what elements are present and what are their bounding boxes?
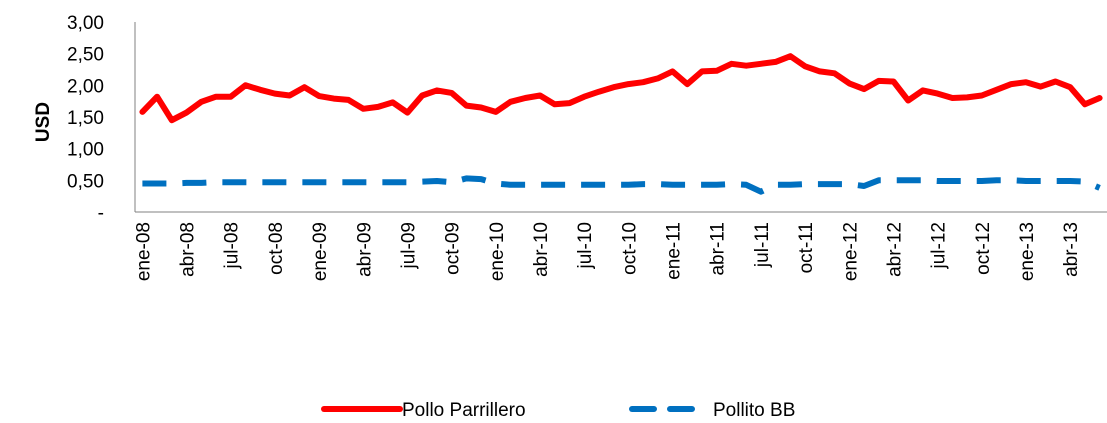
x-tick-label: ene-08 (133, 222, 154, 281)
y-tick-label: 1,00 (67, 140, 104, 161)
legend-label-pollito-bb: Pollito BB (713, 400, 795, 421)
series-line-pollito-bb (142, 175, 1101, 195)
x-tick-label: ene-12 (840, 222, 861, 281)
x-tick-label: ene-09 (310, 222, 331, 281)
x-tick-label: abr-11 (708, 222, 729, 276)
y-tick-label: 3,00 (67, 13, 104, 34)
x-tick-label: abr-12 (884, 222, 905, 277)
x-tick-label: abr-10 (531, 222, 552, 277)
x-tick-label: oct-11 (796, 222, 817, 273)
x-tick-label: abr-13 (1061, 222, 1082, 277)
x-tick-label: abr-09 (354, 222, 375, 277)
y-axis-label: USD (33, 102, 54, 142)
legend-label-pollo-parrillero: Pollo Parrillero (402, 400, 526, 421)
x-tick-label: ene-11 (664, 222, 685, 280)
x-tick-label: ene-13 (1017, 222, 1038, 281)
x-tick-label: jul-12 (929, 222, 950, 269)
x-tick-label: jul-10 (575, 222, 596, 269)
legend: Pollo Parrillero Pollito BB (321, 400, 795, 421)
x-tick-label: jul-09 (398, 222, 419, 269)
x-tick-label: jul-11 (752, 222, 773, 268)
x-tick-label: oct-09 (443, 222, 464, 275)
y-tick-label: 2,50 (67, 45, 104, 66)
x-tick-label: oct-12 (973, 222, 994, 275)
y-tick-label: - (98, 203, 104, 224)
series-line-pollo-parrillero (139, 53, 1103, 124)
x-tick-label: abr-08 (178, 222, 199, 277)
x-axis-ticks: ene-08 abr-08 jul-08 oct-08 ene-09 abr-09 jul-… (133, 222, 1082, 281)
series-layer (139, 53, 1103, 195)
x-tick-label: oct-10 (619, 222, 640, 275)
x-tick-label: oct-08 (266, 222, 287, 275)
y-tick-label: 2,00 (67, 76, 104, 97)
y-tick-label: 0,50 (67, 171, 104, 192)
y-tick-label: 1,50 (67, 108, 104, 129)
x-tick-label: jul-08 (222, 222, 243, 269)
x-tick-label: ene-10 (487, 222, 508, 281)
y-axis-ticks: - 0,50 1,00 1,50 2,00 2,50 3,00 (67, 13, 104, 224)
